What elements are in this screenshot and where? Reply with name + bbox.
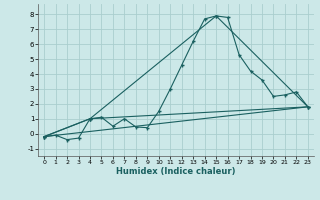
X-axis label: Humidex (Indice chaleur): Humidex (Indice chaleur) bbox=[116, 167, 236, 176]
